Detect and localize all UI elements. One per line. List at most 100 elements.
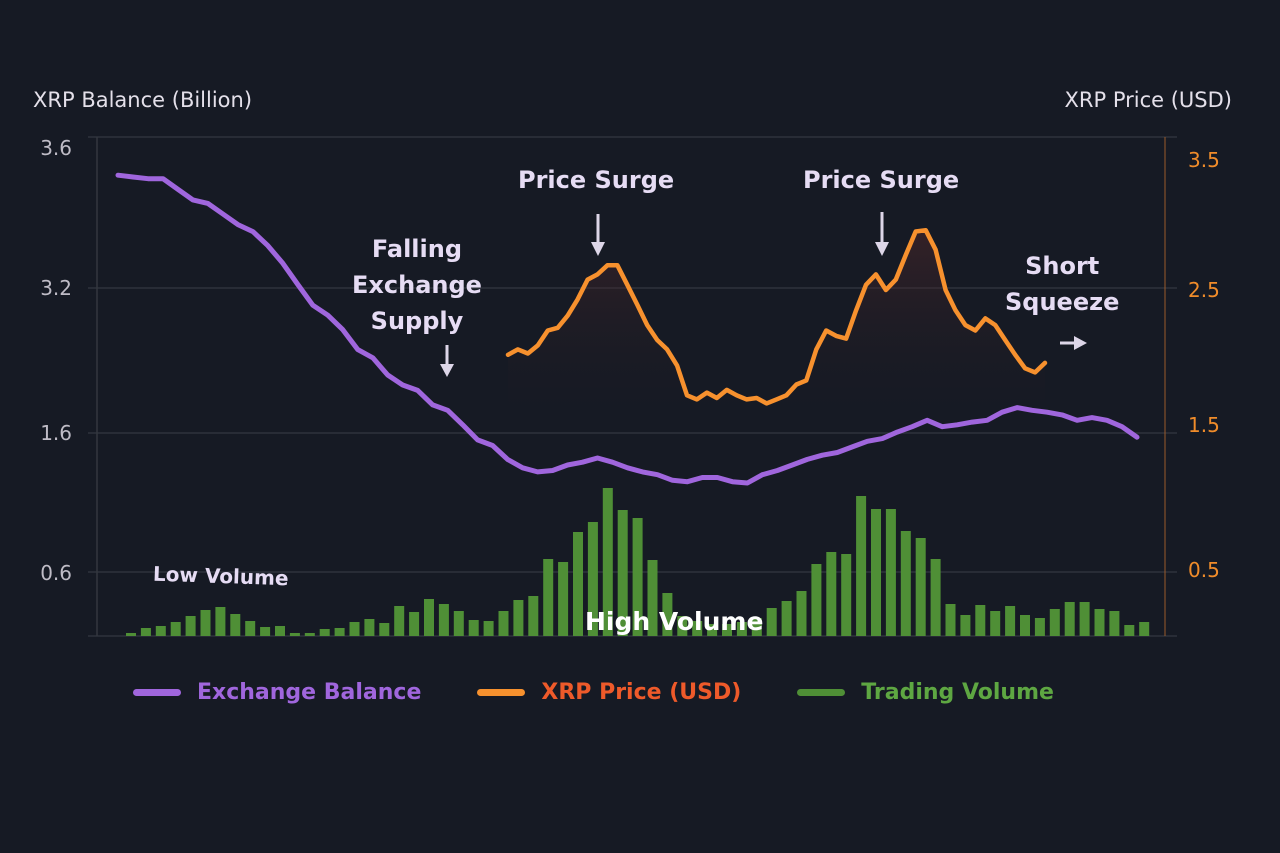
legend: Exchange Balance XRP Price (USD) Trading…: [133, 680, 1110, 705]
right-tick-label: 1.5: [1188, 413, 1220, 437]
volume-bar: [811, 564, 822, 636]
volume-bar: [736, 622, 747, 636]
volume-bar: [781, 601, 792, 636]
volume-bar: [587, 522, 598, 636]
volume-bar: [573, 532, 583, 636]
volume-bar: [796, 591, 807, 636]
legend-swatch: [797, 689, 846, 696]
legend-swatch: [133, 689, 181, 696]
volume-bar: [826, 552, 837, 636]
volume-bar: [930, 559, 941, 636]
volume-bar: [230, 614, 241, 636]
volume-bar: [334, 628, 345, 636]
legend-label: Trading Volume: [861, 680, 1054, 705]
left-tick-label: 3.2: [40, 276, 72, 300]
volume-bar: [543, 559, 554, 636]
price-area-fill: [508, 230, 1045, 430]
legend-item-price: XRP Price (USD): [477, 680, 741, 705]
volume-bar: [260, 627, 271, 636]
volume-bar: [602, 488, 613, 636]
right-tick-label: 3.5: [1188, 148, 1220, 172]
volume-bar: [289, 633, 300, 636]
volume-bar: [304, 633, 315, 636]
left-axis-title: XRP Balance (Billion): [33, 88, 253, 112]
volume-bar: [379, 623, 390, 636]
right-axis-title: XRP Price (USD): [1064, 88, 1232, 112]
volume-bar: [1034, 618, 1045, 636]
volume-bar: [856, 496, 867, 636]
volume-bar: [766, 608, 777, 636]
volume-bar: [692, 621, 703, 636]
annotation-short-squeeze: Short Squeeze: [1005, 252, 1120, 316]
volume-bar: [483, 621, 494, 636]
volume-bar: [170, 622, 181, 636]
volume-bar: [155, 626, 166, 636]
annotation-low-volume: Low Volume: [152, 561, 289, 591]
volume-bar: [453, 611, 464, 636]
volume-bar: [126, 633, 136, 636]
annotation-falling-supply: Falling Exchange Supply: [352, 235, 482, 335]
volume-bar: [245, 621, 256, 636]
volume-bar: [528, 596, 539, 636]
annotation-price-surge: Price Surge: [803, 166, 960, 194]
volume-bar: [915, 538, 926, 636]
right-tick-label: 2.5: [1188, 278, 1220, 302]
volume-bar: [707, 624, 718, 636]
annotation-high-volume: High Volume: [585, 607, 764, 636]
volume-bar: [215, 607, 226, 636]
volume-bar: [1094, 609, 1105, 636]
legend-item-volume: Trading Volume: [797, 680, 1054, 705]
volume-bar: [900, 531, 911, 636]
volume-bar: [662, 593, 673, 636]
arrow-down-icon: [875, 212, 889, 256]
volume-bar: [319, 629, 330, 636]
volume-bar: [751, 618, 762, 636]
left-tick-label: 0.6: [40, 561, 72, 585]
legend-label: Exchange Balance: [197, 680, 422, 705]
legend-label: XRP Price (USD): [541, 680, 742, 705]
volume-bar: [647, 560, 658, 636]
volume-bar: [558, 562, 569, 636]
price-line: [505, 227, 1048, 406]
volume-bar: [990, 611, 1001, 636]
legend-swatch: [477, 689, 526, 696]
volume-bar: [1020, 615, 1030, 636]
volume-bar: [1079, 602, 1090, 636]
arrow-down-icon: [591, 214, 605, 256]
balance-line: [115, 172, 1140, 486]
volume-bar: [617, 510, 628, 636]
volume-bar: [632, 518, 643, 636]
volume-bar: [394, 606, 405, 636]
volume-bar: [140, 628, 151, 636]
volume-bar: [364, 619, 375, 636]
volume-bar: [885, 509, 896, 636]
left-tick-label: 1.6: [40, 421, 72, 445]
volume-bar: [1049, 609, 1060, 636]
volume-bar: [185, 616, 196, 636]
volume-bar: [1005, 606, 1016, 636]
volume-bar: [468, 620, 479, 636]
volume-bar: [498, 611, 509, 636]
volume-bar: [722, 624, 732, 636]
volume-bar: [513, 600, 524, 636]
volume-bar: [1064, 602, 1075, 636]
volume-bars: [126, 488, 1150, 636]
volume-bar: [275, 626, 285, 636]
volume-bar: [200, 610, 211, 636]
legend-item-balance: Exchange Balance: [133, 680, 421, 705]
annotation-price-surge: Price Surge: [518, 166, 675, 194]
arrow-right-icon: [1060, 336, 1087, 350]
left-tick-label: 3.6: [40, 136, 72, 160]
arrow-down-icon: [440, 345, 454, 377]
volume-bar: [871, 509, 881, 636]
volume-bar: [409, 612, 420, 636]
volume-bar: [945, 604, 956, 636]
volume-bar: [1109, 611, 1120, 636]
volume-bar: [424, 599, 434, 636]
right-tick-label: 0.5: [1188, 558, 1220, 582]
volume-bar: [1139, 622, 1150, 636]
volume-bar: [349, 622, 360, 636]
volume-bar: [960, 615, 971, 636]
volume-bar: [438, 604, 449, 636]
